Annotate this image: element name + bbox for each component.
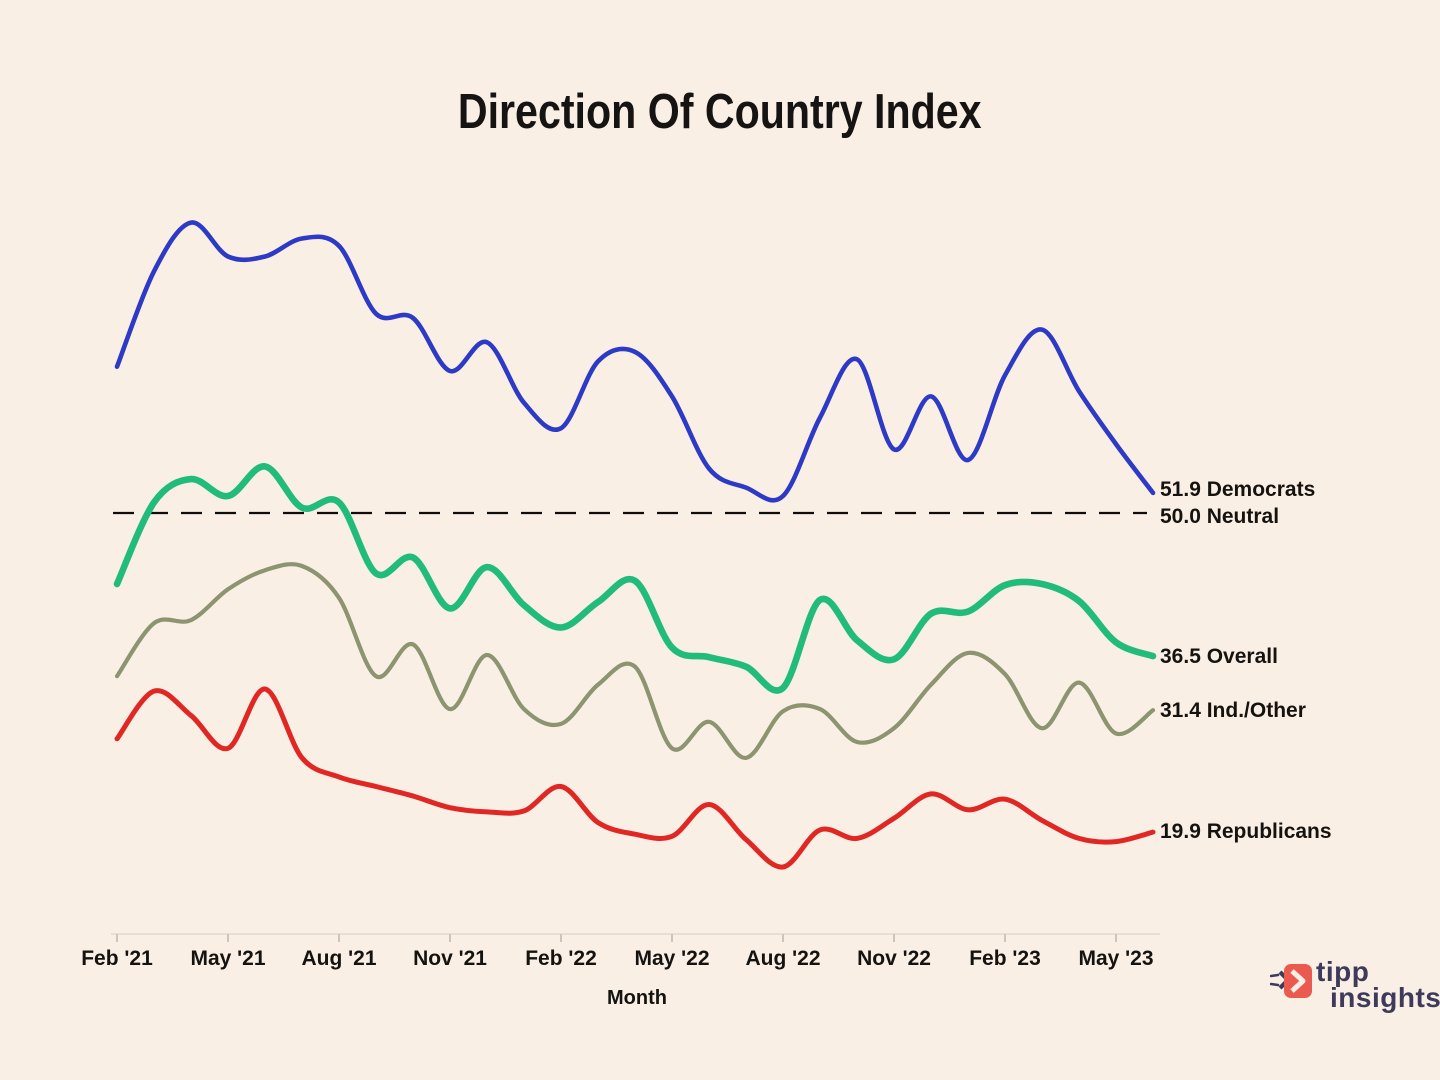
x-tick-feb-22: Feb '22 [525, 947, 597, 970]
x-tick-nov-22: Nov '22 [857, 947, 931, 970]
x-tick-nov-21: Nov '21 [413, 947, 487, 970]
tipp-insights-logo: tipp insights [1270, 956, 1440, 1022]
x-tick-aug-21: Aug '21 [301, 947, 377, 970]
x-tick-may-21: May '21 [190, 947, 266, 970]
x-tick-may-22: May '22 [634, 947, 710, 970]
x-tick-aug-22: Aug '22 [745, 947, 821, 970]
neutral-line-label: 50.0 Neutral [1160, 505, 1280, 528]
end-label-ind-other: 31.4 Ind./Other [1160, 699, 1306, 722]
page-title-text: Direction Of Country Index [458, 85, 982, 139]
end-label-republicans: 19.9 Republicans [1160, 820, 1332, 843]
logo-word-tipp: tipp [1316, 956, 1370, 987]
series-line-ind-other [114, 562, 1156, 760]
end-label-overall: 36.5 Overall [1160, 645, 1278, 668]
page-title: Direction Of Country Index [0, 84, 1440, 140]
series-line-republicans [114, 686, 1156, 870]
series-line-democrats [114, 220, 1156, 503]
x-tick-may-23: May '23 [1078, 947, 1154, 970]
x-tick-feb-23: Feb '23 [969, 947, 1041, 970]
logo-word-insights: insights [1330, 982, 1440, 1013]
end-label-democrats: 51.9 Democrats [1160, 478, 1316, 501]
tipp-insights-logo-icon [1270, 964, 1312, 998]
x-tick-feb-21: Feb '21 [81, 947, 153, 970]
x-axis-title: Month [607, 987, 667, 1009]
series-line-overall [113, 463, 1157, 694]
